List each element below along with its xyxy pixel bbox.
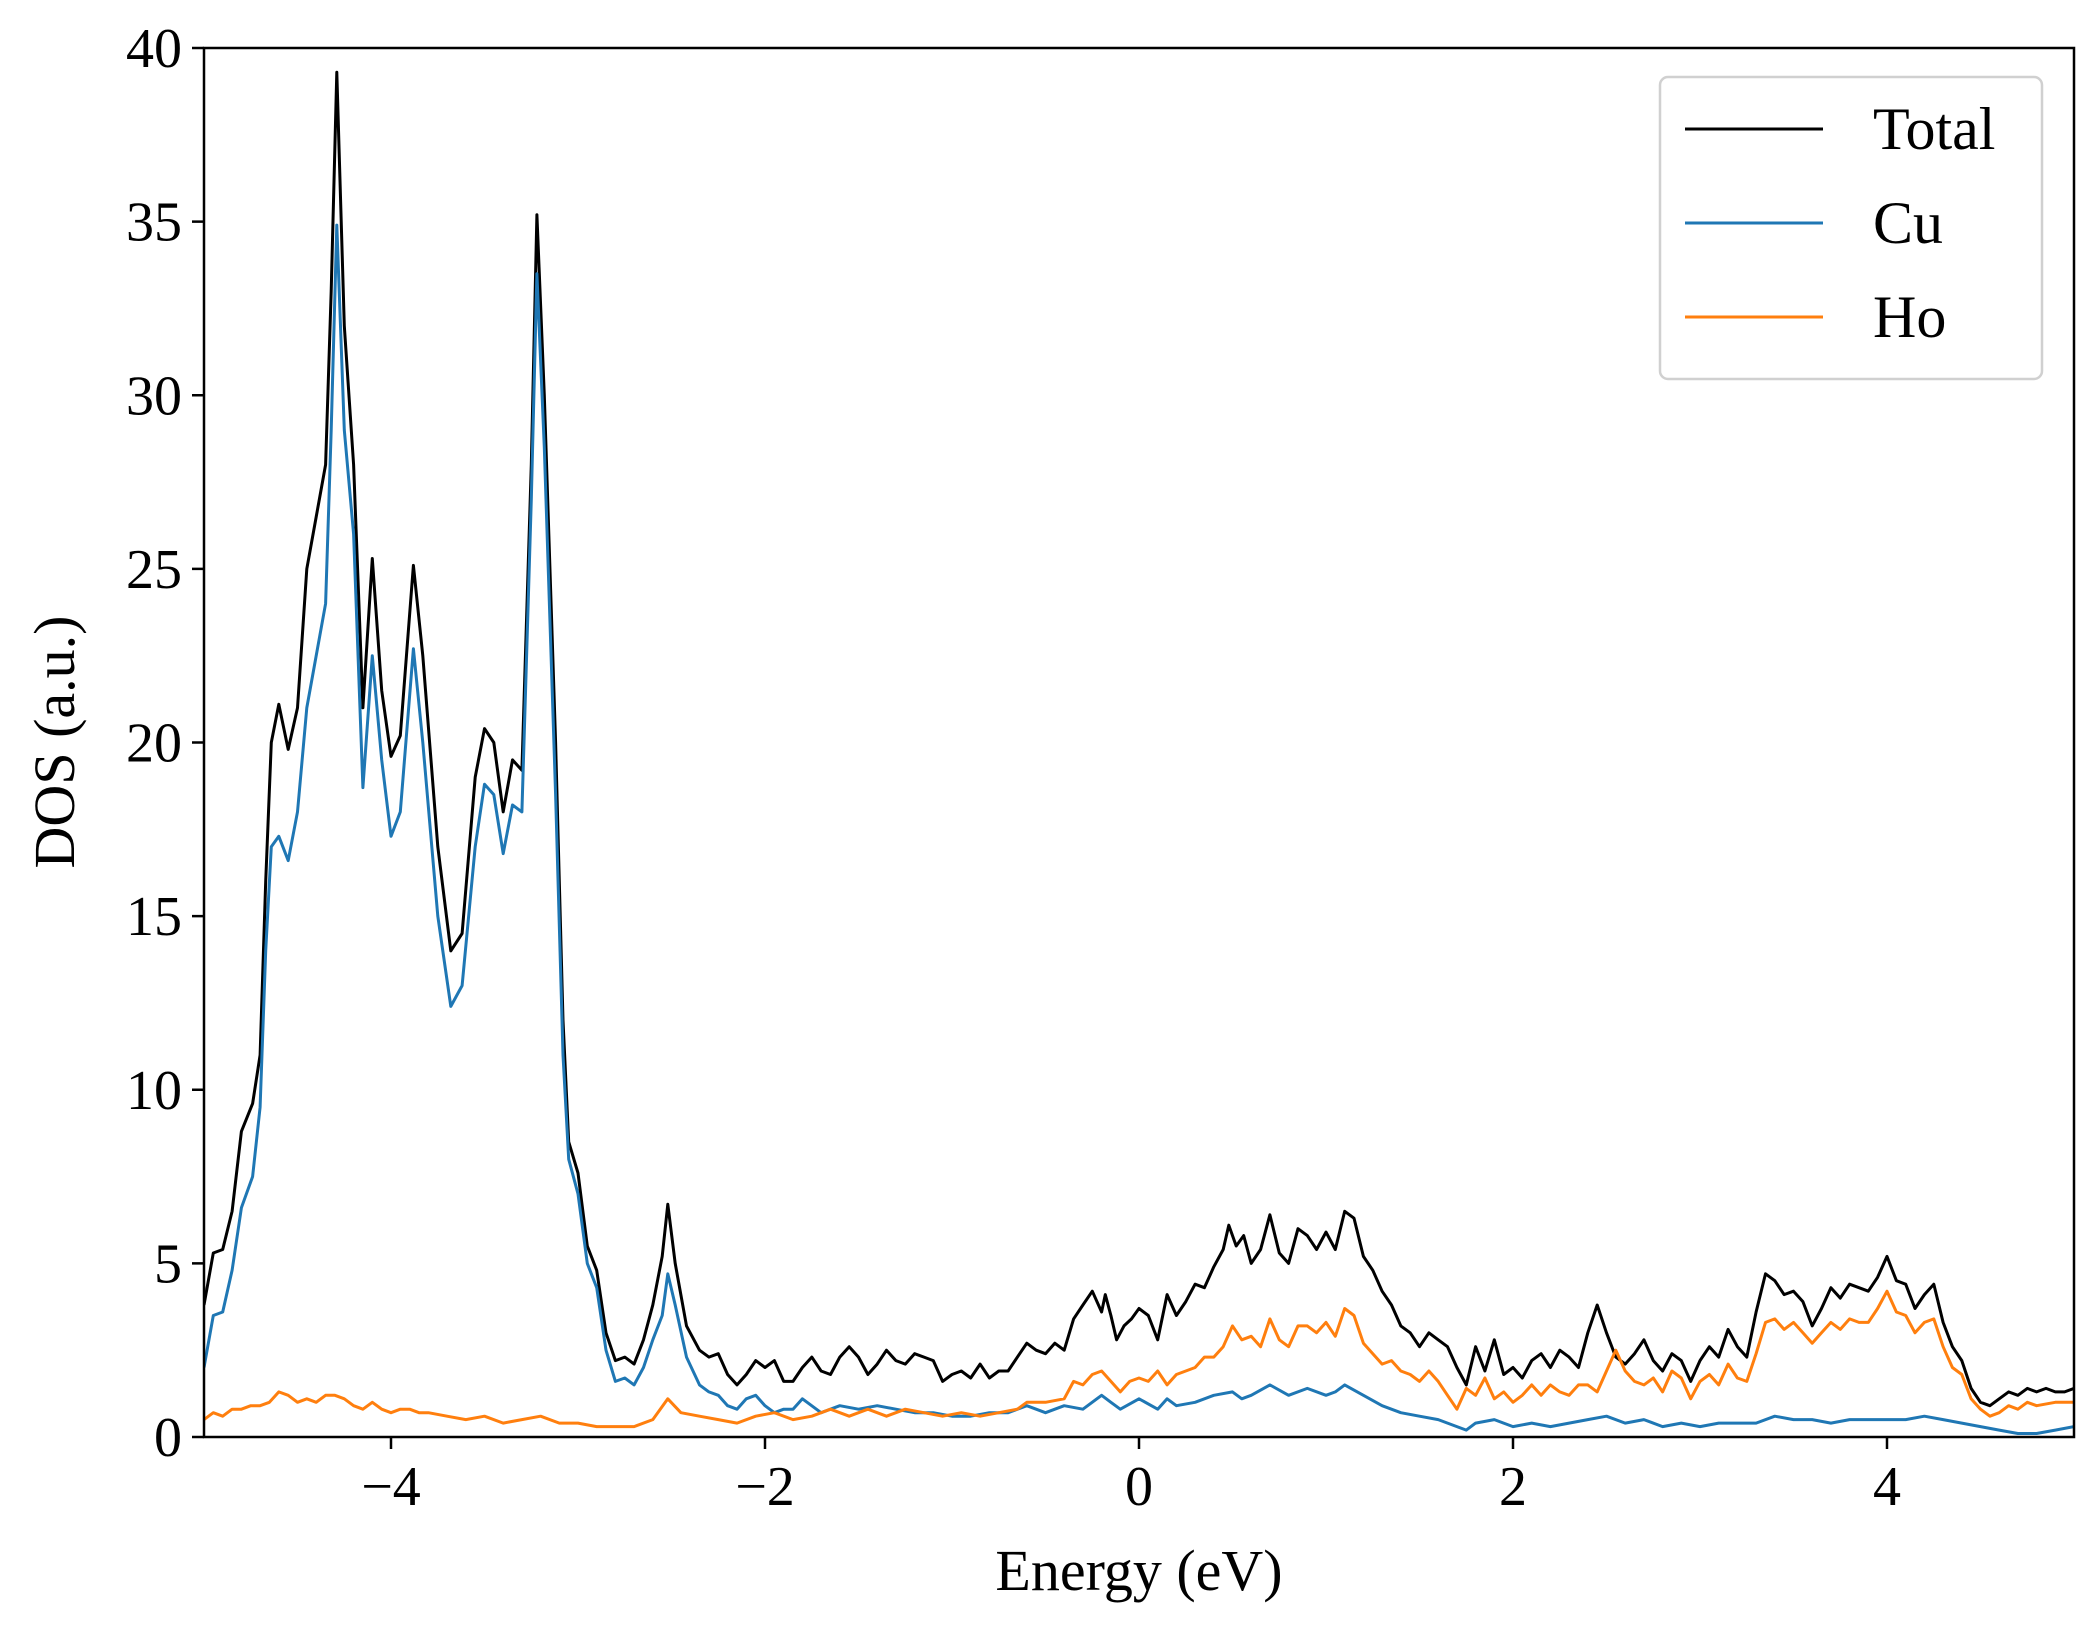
legend-box [1658,75,2044,381]
y-tick-label: 20 [126,713,182,775]
y-tick-label: 0 [154,1407,182,1469]
y-tick-label: 30 [126,365,182,427]
y-tick-label: 40 [126,18,182,80]
series-line-cu [204,223,2074,1435]
y-tick-label: 25 [126,539,182,601]
x-axis-label: Energy (eV) [995,1538,1282,1603]
legend-label-ho: Ho [1873,284,1946,350]
y-tick-label: 35 [126,192,182,254]
x-axis: −4 −2 0 2 4 [361,1437,1901,1518]
legend: Total Cu Ho [1658,75,2044,381]
y-tick-label: 15 [126,886,182,948]
x-tick-label: 0 [1125,1456,1153,1518]
x-tick-label: 4 [1873,1456,1901,1518]
x-tick-label: 2 [1499,1456,1527,1518]
series-layer [204,70,2074,1435]
y-axis: 0 5 10 15 20 25 30 35 40 [126,18,204,1469]
series-line-ho [204,1289,2074,1429]
legend-label-cu: Cu [1873,190,1943,256]
y-tick-label: 5 [154,1233,182,1295]
x-tick-label: −4 [361,1456,421,1518]
y-tick-label: 10 [126,1060,182,1122]
x-tick-label: −2 [735,1456,795,1518]
legend-label-total: Total [1873,96,1995,162]
y-axis-label: DOS (a.u.) [22,616,87,869]
